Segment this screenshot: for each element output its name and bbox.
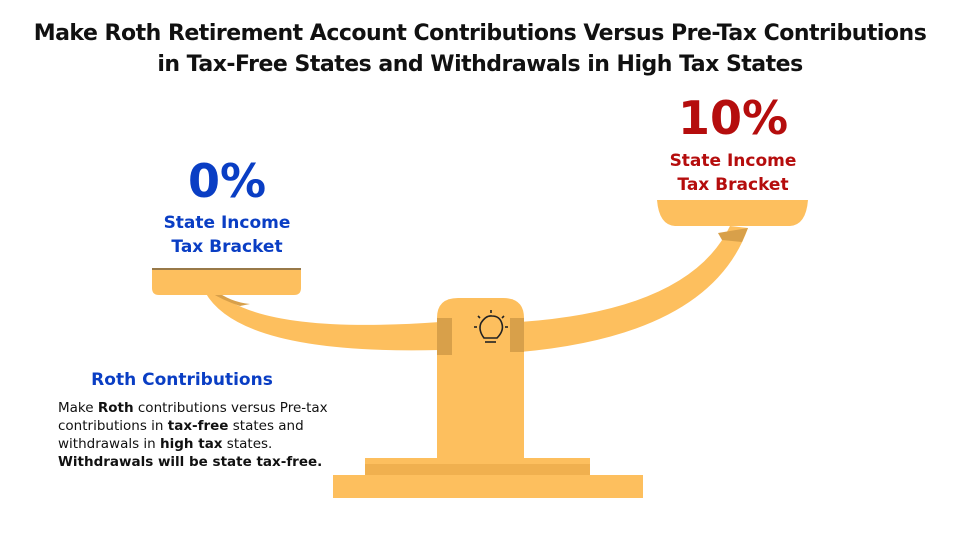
label-line: State Income xyxy=(669,151,797,171)
left-percent: 0% xyxy=(187,154,267,208)
right-percent: 10% xyxy=(677,91,789,145)
bold-text: tax-free xyxy=(167,418,229,434)
title-line: in Tax-Free States and Withdrawals in Hi… xyxy=(157,52,803,77)
title-line: Make Roth Retirement Account Contributio… xyxy=(33,21,927,46)
left-label: State Income Tax Bracket xyxy=(137,211,317,259)
label-line: Tax Bracket xyxy=(677,175,789,195)
bold-text: high tax xyxy=(160,436,223,452)
label-line: Tax Bracket xyxy=(171,237,283,257)
bold-text: Roth xyxy=(97,400,134,416)
body-text: contributions versus Pre-tax contributio… xyxy=(58,400,328,434)
body-text: Make xyxy=(58,400,98,416)
right-label: State Income Tax Bracket xyxy=(643,149,823,197)
body-text: states. xyxy=(222,436,273,452)
note-body: Make Roth contributions versus Pre-tax c… xyxy=(58,399,328,471)
note-heading: Roth Contributions xyxy=(91,370,273,390)
body-text: states and withdrawals in xyxy=(58,418,304,452)
title: Make Roth Retirement Account Contributio… xyxy=(0,18,960,80)
bold-text: Withdrawals will be state tax-free. xyxy=(58,454,323,470)
label-line: State Income xyxy=(163,213,291,233)
